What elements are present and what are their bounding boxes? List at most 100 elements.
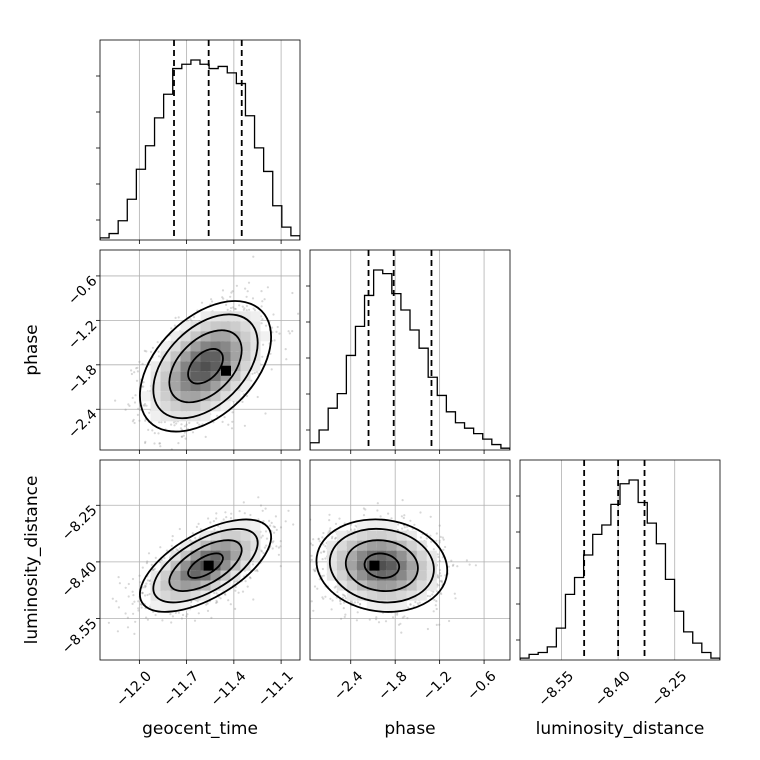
sample-point (230, 427, 234, 430)
sample-point (376, 509, 379, 512)
sample-point (141, 586, 144, 589)
sample-point (440, 579, 443, 583)
density-cell (240, 540, 251, 551)
density-cell (230, 540, 241, 551)
sample-point (143, 586, 146, 589)
sample-point (215, 601, 218, 605)
sample-point (322, 531, 325, 535)
density-cell (170, 351, 181, 362)
density-cell (220, 391, 231, 402)
sample-point (198, 423, 201, 426)
density-cell (170, 580, 181, 591)
sample-point (142, 385, 145, 388)
density-cell (230, 381, 241, 392)
sample-point (441, 536, 444, 539)
density-cell (160, 411, 171, 422)
sample-point (171, 535, 174, 538)
sample-point (260, 305, 263, 308)
sample-point (265, 544, 268, 547)
histogram-panel-phase (306, 249, 511, 454)
sample-point (453, 592, 456, 595)
sample-point (419, 511, 422, 514)
density-cell (150, 411, 161, 422)
sample-point (264, 324, 268, 327)
density-cell (170, 371, 181, 382)
sample-point (375, 616, 378, 619)
sample-point (249, 577, 252, 580)
sample-point (260, 322, 263, 325)
density-cell (160, 341, 171, 352)
density-cell (220, 331, 231, 342)
density-cell (150, 391, 161, 402)
sample-point (245, 309, 248, 312)
sample-point (147, 428, 150, 431)
sample-point (179, 427, 183, 430)
sample-point (425, 537, 428, 540)
sample-point (246, 290, 249, 293)
sample-point (153, 432, 156, 435)
sample-point (170, 423, 173, 426)
sample-point (206, 609, 210, 613)
sample-point (244, 580, 247, 583)
sample-point (124, 408, 127, 411)
density-cell (240, 550, 251, 561)
sample-point (138, 360, 141, 363)
sample-point (230, 291, 233, 294)
sample-point (223, 592, 226, 596)
sample-point (199, 528, 202, 531)
sample-point (442, 548, 445, 551)
sample-point (163, 420, 166, 424)
sample-point (251, 372, 254, 375)
sample-point (261, 534, 264, 537)
sample-point (344, 613, 347, 616)
sample-point (143, 349, 146, 352)
density-cell (160, 600, 171, 611)
sample-point (143, 402, 147, 406)
sample-point (324, 595, 327, 598)
histogram-geocent_time (100, 59, 300, 240)
sample-point (152, 568, 155, 571)
sample-point (412, 605, 415, 608)
sample-point (132, 612, 135, 615)
sample-point (390, 517, 393, 520)
density-cell (220, 570, 231, 581)
density-cell (150, 401, 161, 412)
sample-point (144, 440, 147, 443)
density-cell (230, 321, 241, 332)
sample-point (284, 348, 287, 351)
density-cell (210, 540, 221, 551)
sample-point (411, 527, 414, 531)
sample-point (227, 423, 230, 426)
density-cell (220, 351, 231, 362)
sample-point (322, 597, 325, 600)
density-cell (160, 361, 171, 372)
sample-point (322, 543, 325, 546)
sample-point (144, 585, 147, 588)
sample-point (252, 255, 255, 258)
sample-point (274, 515, 277, 518)
sample-point (328, 519, 331, 522)
sample-point (135, 379, 139, 382)
density-cell (240, 331, 251, 342)
sample-point (133, 600, 136, 603)
sample-point (362, 514, 366, 517)
sample-point (339, 602, 342, 605)
sample-point (241, 590, 245, 593)
density-cell (190, 540, 201, 551)
density-cell (220, 381, 231, 392)
sample-point (296, 552, 298, 554)
sample-point (440, 592, 443, 596)
density-cell (170, 331, 181, 342)
sample-point (438, 541, 441, 544)
sample-point (437, 555, 440, 559)
sample-point (268, 519, 271, 523)
sample-point (174, 316, 177, 319)
sample-point (310, 554, 313, 557)
density-cell (220, 580, 231, 591)
sample-point (231, 411, 234, 414)
sample-point (403, 514, 406, 517)
sample-point (288, 332, 291, 335)
density-cell (220, 341, 231, 352)
sample-point (272, 313, 275, 316)
sample-point (341, 593, 344, 596)
